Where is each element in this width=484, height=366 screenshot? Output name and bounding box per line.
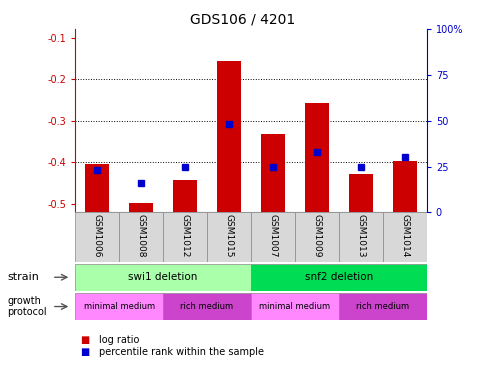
Bar — [163, 293, 251, 320]
Text: GSM1013: GSM1013 — [356, 214, 364, 257]
Text: GSM1015: GSM1015 — [224, 214, 233, 257]
Text: percentile rank within the sample: percentile rank within the sample — [99, 347, 264, 357]
Bar — [216, 61, 241, 212]
Bar — [392, 161, 416, 212]
Text: strain: strain — [7, 272, 39, 282]
Text: GSM1012: GSM1012 — [180, 214, 189, 257]
Bar — [75, 293, 163, 320]
Text: snf2 deletion: snf2 deletion — [304, 272, 372, 282]
Bar — [85, 164, 109, 212]
Text: GSM1014: GSM1014 — [399, 214, 408, 257]
Bar — [251, 293, 338, 320]
Bar — [251, 212, 294, 262]
Bar — [173, 180, 197, 212]
Text: minimal medium: minimal medium — [259, 302, 330, 311]
Bar — [251, 264, 426, 291]
Text: rich medium: rich medium — [356, 302, 408, 311]
Text: GDS106 / 4201: GDS106 / 4201 — [189, 13, 295, 27]
Bar — [294, 212, 338, 262]
Text: growth
protocol: growth protocol — [7, 296, 47, 317]
Bar — [75, 212, 119, 262]
Bar — [304, 103, 328, 212]
Text: GSM1006: GSM1006 — [92, 214, 102, 257]
Text: swi1 deletion: swi1 deletion — [128, 272, 197, 282]
Text: ■: ■ — [80, 335, 89, 345]
Bar — [338, 212, 382, 262]
Text: ■: ■ — [80, 347, 89, 357]
Bar — [119, 212, 163, 262]
Bar — [207, 212, 251, 262]
Text: minimal medium: minimal medium — [83, 302, 154, 311]
Text: log ratio: log ratio — [99, 335, 139, 345]
Text: GSM1008: GSM1008 — [136, 214, 145, 257]
Text: rich medium: rich medium — [180, 302, 233, 311]
Text: GSM1007: GSM1007 — [268, 214, 277, 257]
Bar — [129, 203, 153, 212]
Bar — [75, 264, 251, 291]
Bar — [163, 212, 207, 262]
Bar — [382, 212, 426, 262]
Bar — [348, 174, 372, 212]
Bar — [338, 293, 426, 320]
Text: GSM1009: GSM1009 — [312, 214, 321, 257]
Bar — [260, 134, 285, 212]
